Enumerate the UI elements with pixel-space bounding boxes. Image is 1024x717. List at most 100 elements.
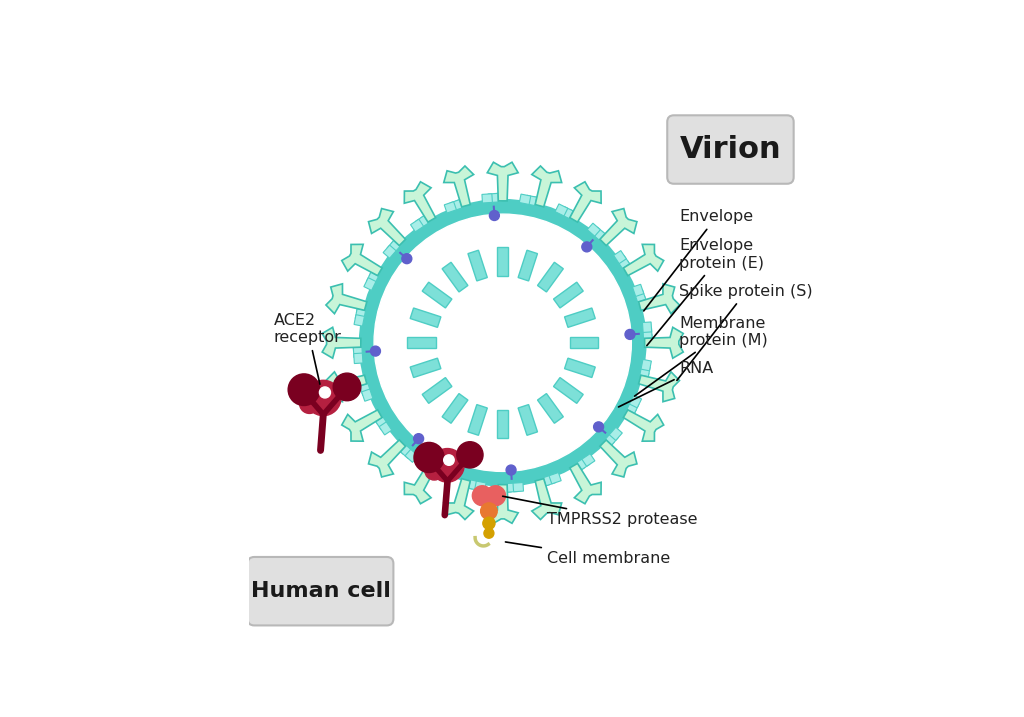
Polygon shape (465, 410, 485, 443)
Polygon shape (468, 404, 487, 435)
Polygon shape (411, 358, 441, 378)
Polygon shape (643, 328, 652, 338)
Polygon shape (587, 223, 600, 236)
Circle shape (333, 373, 360, 401)
Polygon shape (353, 341, 362, 351)
Text: Cell membrane: Cell membrane (506, 542, 670, 566)
Polygon shape (400, 445, 414, 458)
Polygon shape (501, 483, 511, 493)
Polygon shape (326, 372, 367, 402)
Circle shape (360, 200, 645, 485)
Polygon shape (342, 244, 382, 275)
Polygon shape (494, 193, 505, 202)
Circle shape (414, 434, 424, 444)
Polygon shape (432, 467, 444, 479)
Polygon shape (635, 290, 646, 302)
Polygon shape (558, 381, 590, 409)
Circle shape (371, 346, 381, 356)
Polygon shape (468, 250, 487, 281)
Circle shape (484, 528, 494, 538)
Polygon shape (450, 200, 462, 211)
Polygon shape (487, 162, 518, 201)
Polygon shape (421, 212, 434, 225)
Polygon shape (402, 305, 435, 326)
Polygon shape (442, 394, 468, 423)
Circle shape (374, 214, 632, 471)
Polygon shape (416, 277, 447, 305)
Polygon shape (456, 198, 468, 209)
Polygon shape (507, 483, 517, 492)
Circle shape (300, 394, 319, 414)
Polygon shape (369, 209, 406, 245)
Polygon shape (326, 284, 367, 313)
Polygon shape (342, 410, 382, 441)
Polygon shape (575, 337, 606, 349)
Circle shape (480, 503, 498, 519)
Polygon shape (554, 378, 584, 404)
Text: ACE2
receptor: ACE2 receptor (273, 313, 341, 384)
Polygon shape (404, 463, 435, 504)
Polygon shape (571, 460, 585, 473)
Circle shape (415, 443, 443, 472)
Circle shape (443, 455, 455, 465)
Polygon shape (355, 309, 366, 320)
Polygon shape (356, 303, 367, 314)
Polygon shape (592, 227, 605, 240)
Text: Virion: Virion (679, 135, 781, 164)
Polygon shape (416, 216, 429, 229)
Polygon shape (354, 315, 365, 326)
Polygon shape (487, 485, 518, 523)
Polygon shape (518, 404, 538, 435)
Polygon shape (498, 247, 508, 276)
Polygon shape (519, 242, 541, 275)
Circle shape (489, 211, 500, 220)
Polygon shape (411, 219, 424, 232)
Polygon shape (361, 389, 373, 402)
Polygon shape (600, 209, 637, 245)
Circle shape (289, 374, 319, 405)
Polygon shape (644, 327, 683, 358)
Polygon shape (605, 432, 618, 445)
Circle shape (305, 380, 341, 416)
Polygon shape (353, 347, 362, 358)
Polygon shape (518, 250, 538, 281)
Text: Spike protein (S): Spike protein (S) (677, 284, 813, 381)
Polygon shape (577, 457, 590, 470)
Polygon shape (541, 399, 568, 430)
Polygon shape (359, 384, 371, 396)
Polygon shape (566, 209, 579, 222)
Polygon shape (639, 371, 649, 383)
Polygon shape (531, 166, 561, 206)
Polygon shape (373, 412, 385, 425)
Polygon shape (538, 262, 563, 292)
Polygon shape (422, 282, 452, 308)
Circle shape (430, 449, 464, 482)
Text: RNA: RNA (618, 361, 714, 407)
Circle shape (401, 254, 412, 264)
Polygon shape (569, 337, 598, 348)
Polygon shape (596, 231, 609, 244)
Circle shape (594, 422, 603, 432)
FancyBboxPatch shape (248, 557, 393, 625)
Circle shape (483, 517, 495, 529)
Polygon shape (364, 277, 376, 290)
Polygon shape (541, 255, 568, 287)
Circle shape (485, 485, 506, 505)
Polygon shape (643, 334, 652, 345)
Polygon shape (544, 475, 555, 486)
Polygon shape (406, 450, 418, 462)
Polygon shape (353, 353, 362, 364)
Polygon shape (549, 473, 561, 484)
Polygon shape (531, 479, 561, 520)
Polygon shape (402, 360, 435, 381)
Polygon shape (488, 194, 499, 203)
Polygon shape (357, 378, 369, 390)
Circle shape (417, 257, 589, 428)
Polygon shape (624, 244, 664, 275)
Polygon shape (416, 381, 447, 409)
Polygon shape (613, 250, 627, 264)
Polygon shape (609, 427, 623, 440)
Polygon shape (404, 182, 435, 222)
Polygon shape (427, 464, 439, 476)
Circle shape (506, 465, 516, 475)
